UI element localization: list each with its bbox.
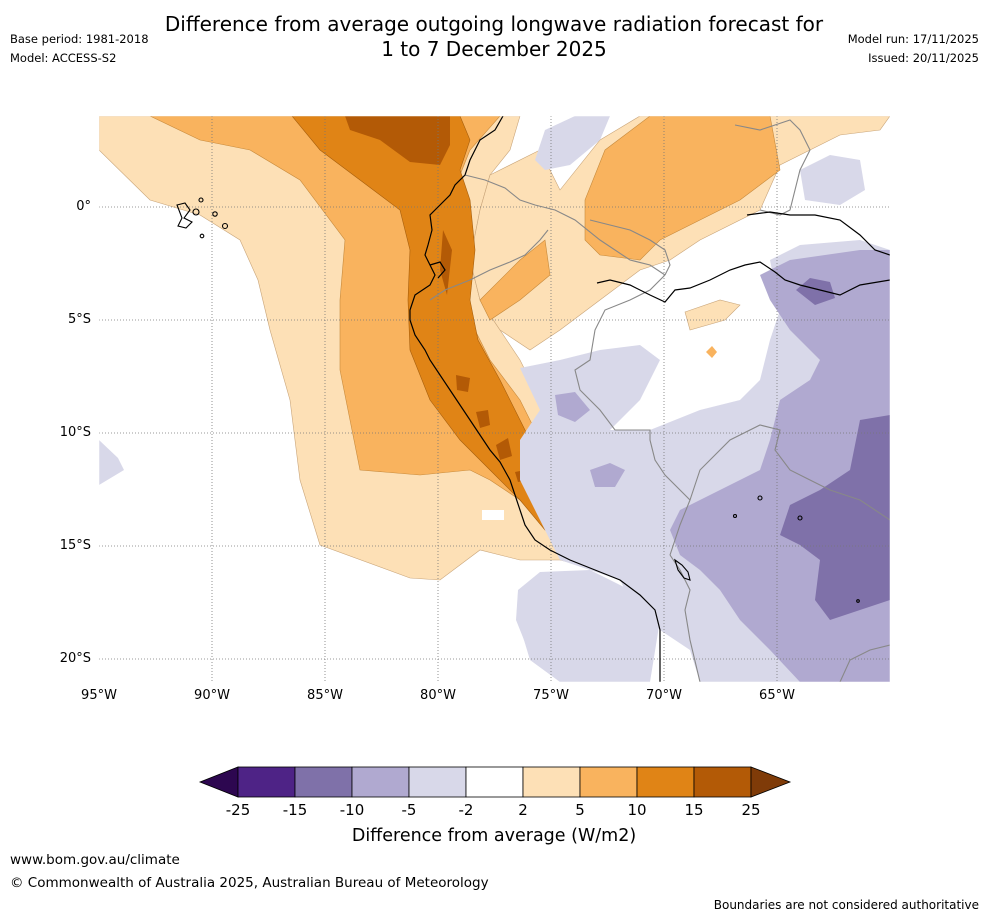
map-layer [99, 116, 890, 682]
model-name: Model: ACCESS-S2 [10, 51, 117, 65]
lake-3 [732, 513, 738, 519]
anomaly-5-10-dot [706, 346, 717, 358]
lat-label-5s: 5°S [67, 312, 91, 327]
galapagos-island-5 [199, 233, 205, 239]
lat-label-10s: 10°S [59, 425, 91, 440]
lon-label-65w: 65°W [759, 688, 795, 703]
footer-copyright: © Commonwealth of Australia 2025, Austra… [10, 875, 489, 891]
lon-label-70w: 70°W [646, 688, 682, 703]
colorbar-tick-1: -25 [225, 801, 251, 819]
galapagos-island-4 [221, 222, 229, 230]
colorbar-bin-3 [351, 766, 410, 798]
colorbar-tick-7: 5 [575, 801, 585, 819]
gap-patch [482, 510, 504, 520]
border-peru-chile [669, 554, 701, 682]
chart-title: Difference from average outgoing longwav… [0, 12, 988, 62]
issued-date: Issued: 20/11/2025 [868, 51, 979, 65]
border-colombia-venezuela [734, 119, 811, 216]
coast-river-negro [746, 211, 890, 256]
anomaly-neg2-neg5-west [99, 440, 124, 485]
colorbar-bin-4 [408, 766, 467, 798]
meta-right: Model run: 17/11/2025 Issued: 20/11/2025 [848, 30, 979, 68]
lat-label-0: 0° [76, 199, 91, 214]
colorbar [198, 766, 792, 798]
colorbar-tick-2: -15 [282, 801, 308, 819]
anomaly-2-5-patch [684, 299, 741, 331]
anomaly-15-25-spot-4 [496, 438, 512, 460]
lon-label-90w: 90°W [194, 688, 230, 703]
footer-url[interactable]: www.bom.gov.au/climate [10, 852, 180, 868]
galapagos-island-1 [192, 208, 200, 216]
country-borders [429, 119, 890, 682]
colorbar-bin-7 [579, 766, 638, 798]
islands-and-lakes [176, 197, 860, 603]
lake-1 [757, 495, 763, 501]
colorbar-tick-9: 15 [684, 801, 704, 819]
anomaly-15-25-spot-1 [440, 230, 452, 295]
lat-label-20s: 20°S [59, 651, 91, 666]
colorbar-bin-8 [636, 766, 695, 798]
colorbar-title: Difference from average (W/m2) [351, 826, 637, 846]
colorbar-tick-4: -5 [401, 801, 417, 819]
map-frame [98, 115, 891, 683]
anomaly-15-25-spot-3 [476, 410, 490, 428]
lat-label-15s: 15°S [59, 538, 91, 553]
colorbar-tick-10: 25 [741, 801, 761, 819]
base-period: Base period: 1981-2018 [10, 32, 149, 46]
anomaly-neg10-neg15-south [780, 415, 890, 620]
colorbar-tick-6: 2 [518, 801, 528, 819]
anomaly-neg2-neg5-north [535, 116, 610, 170]
lake-titicaca [674, 558, 691, 581]
lake-2 [797, 515, 803, 521]
colorbar-bin-1 [237, 766, 296, 798]
galapagos-island-3 [212, 211, 218, 217]
anomaly-neg5-neg10-spot-2 [590, 463, 625, 487]
border-ecuador-peru [429, 229, 549, 301]
colorbar-tick-8: 10 [627, 801, 647, 819]
colorbar-over-arrow [750, 766, 792, 798]
anomaly-neg10-neg15-north [796, 278, 835, 305]
anomaly-neg5-neg10-spot-1 [555, 392, 590, 422]
galapagos-island-2 [198, 197, 204, 203]
lon-label-85w: 85°W [307, 688, 343, 703]
title-line-2: 1 to 7 December 2025 [381, 37, 607, 61]
colorbar-bin-9 [693, 766, 752, 798]
anomaly-neg2-neg5-south [516, 570, 660, 682]
lon-label-95w: 95°W [81, 688, 117, 703]
border-colombia-brazil [589, 219, 671, 276]
anomaly-5-10-east [584, 116, 781, 261]
anomaly-neg2-neg5-ne [800, 155, 865, 205]
lon-label-80w: 80°W [420, 688, 456, 703]
model-run: Model run: 17/11/2025 [847, 32, 979, 46]
colorbar-bin-6 [522, 766, 581, 798]
galapagos-isabela [176, 202, 193, 229]
lon-label-75w: 75°W [533, 688, 569, 703]
coast-gulf-guayaquil [429, 261, 446, 279]
colorbar-bin-5 [465, 766, 524, 798]
border-colombia-ecuador [464, 174, 666, 276]
lake-4 [856, 599, 860, 603]
colorbar-tick-5: -2 [458, 801, 474, 819]
border-bolivia-brazil [689, 424, 890, 521]
colorbar-under-arrow [198, 766, 239, 798]
anomaly-15-25-main [345, 116, 450, 165]
anomaly-15-25-spot-2 [456, 375, 470, 392]
colorbar-bin-2 [294, 766, 353, 798]
meta-left: Base period: 1981-2018 Model: ACCESS-S2 [10, 30, 149, 68]
title-line-1: Difference from average outgoing longwav… [164, 12, 824, 36]
coastlines [409, 116, 890, 682]
footer-disclaimer: Boundaries are not considered authoritat… [713, 898, 979, 912]
coast-amazon-river [596, 261, 890, 303]
border-bolivia-paraguay [839, 644, 890, 682]
graticule [99, 116, 890, 682]
colorbar-tick-3: -10 [339, 801, 365, 819]
coast-pacific-south-america [409, 116, 661, 682]
